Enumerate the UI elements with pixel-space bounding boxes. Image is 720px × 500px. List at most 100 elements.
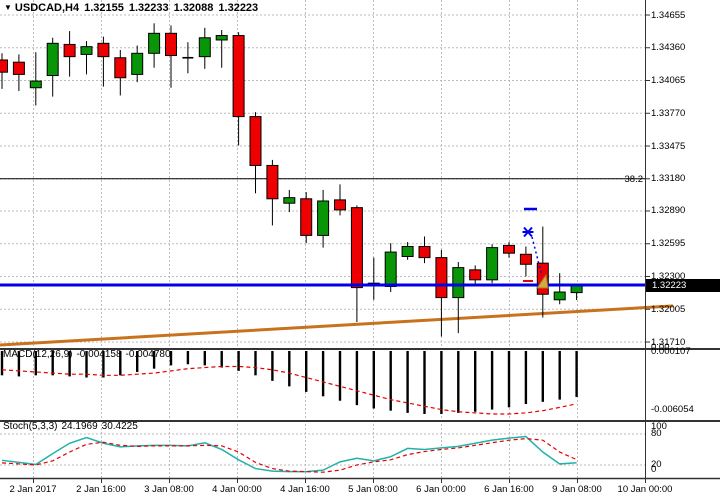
- candle-body-up: [452, 267, 465, 299]
- macd-histogram-bar: [474, 351, 477, 412]
- time-tick-label: 4 Jan 16:00: [280, 484, 330, 495]
- macd-histogram-bar: [558, 351, 561, 400]
- time-tick-label: 10 Jan 00:00: [617, 484, 673, 495]
- macd-histogram-bar: [237, 351, 240, 371]
- candle-body-down: [519, 253, 532, 265]
- macd-histogram-bar: [203, 351, 206, 366]
- macd-histogram-bar: [406, 351, 409, 413]
- macd-histogram-bar: [338, 351, 342, 401]
- price-tick-label: 1.32005: [651, 303, 686, 315]
- candle-body-up: [131, 52, 144, 75]
- macd-histogram-bar: [389, 351, 392, 411]
- ohlc-open: 1.32155: [84, 2, 124, 14]
- ohlc-low: 1.32088: [173, 2, 214, 14]
- candle-body-down: [300, 198, 313, 236]
- time-tick-label: 9 Jan 08:00: [552, 484, 602, 495]
- candle-body-down: [334, 199, 346, 211]
- macd-histogram-bar: [169, 351, 173, 366]
- macd-histogram-bar: [0, 351, 4, 376]
- macd-histogram-bar: [68, 351, 71, 377]
- stoch-indicator-label: Stoch(5,3,3) 24.1969 30.4225: [3, 421, 142, 432]
- candle-body-up: [46, 42, 59, 77]
- macd-histogram-bar: [423, 351, 426, 414]
- ohlc-high: 1.32233: [128, 2, 169, 14]
- candle-body-down: [350, 207, 363, 289]
- candle-body-down: [165, 32, 177, 57]
- candle-body-up: [283, 197, 296, 204]
- macd-histogram-bar: [136, 351, 139, 372]
- time-tick-label: 6 Jan 16:00: [484, 484, 534, 495]
- candle-body-down: [114, 57, 127, 79]
- price-tick-label: 1.33180: [651, 173, 686, 185]
- stoch-scale-label: 20: [651, 458, 662, 470]
- macd-scale-label: 0.00: [651, 341, 670, 353]
- price-tick-label: 1.34655: [651, 9, 686, 21]
- macd-histogram-bar: [440, 351, 443, 414]
- candle-body-up: [553, 291, 566, 301]
- star-marker-icon[interactable]: [523, 226, 533, 238]
- candle-body-down: [0, 59, 8, 73]
- chart-title: ▼ USDCAD,H4 1.32155 1.32233 1.32088 1.32223: [4, 2, 258, 14]
- macd-signal-value: -0.004780: [125, 349, 171, 360]
- macd-histogram-bar: [85, 351, 88, 378]
- candle-body-up: [486, 247, 499, 281]
- price-tick-label: 1.31710: [651, 336, 686, 348]
- macd-histogram-bar: [254, 351, 257, 376]
- candle-body-up: [198, 37, 211, 58]
- candle-body-up: [80, 46, 93, 55]
- macd-indicator-label: MACD(12,26,9) -0.004158 -0.004780: [3, 349, 175, 360]
- candle-body-up: [317, 200, 330, 236]
- price-tick-label: 1.34065: [651, 75, 686, 86]
- stoch-scale-label: 80: [651, 427, 662, 439]
- candle-body-down: [232, 35, 245, 118]
- stoch-name: Stoch(5,3,3): [3, 421, 58, 432]
- macd-histogram-bar: [288, 351, 291, 387]
- candle-body-down: [266, 164, 279, 200]
- stoch-main-line: [1, 435, 577, 473]
- macd-histogram-bar: [17, 351, 21, 377]
- price-tick-label: 1.32300: [651, 270, 686, 282]
- price-tick-label: 1.32595: [651, 238, 686, 250]
- blue-dotted-trend[interactable]: [531, 236, 543, 277]
- symbol-dropdown-icon[interactable]: ▼: [4, 3, 12, 12]
- macd-histogram-bar: [51, 351, 54, 376]
- macd-main-value: -0.004158: [76, 349, 122, 360]
- time-tick-label: 3 Jan 08:00: [144, 484, 194, 495]
- time-tick-label: 4 Jan 00:00: [212, 484, 262, 495]
- price-tick-label: 1.32890: [651, 205, 686, 217]
- macd-histogram-bar: [102, 351, 105, 378]
- symbol-period-label: USDCAD,H4: [14, 2, 80, 14]
- macd-histogram-bar: [321, 351, 325, 397]
- candle-body-down: [249, 116, 262, 166]
- macd-histogram-bar: [372, 351, 375, 409]
- candle-body-up: [384, 251, 397, 287]
- macd-histogram-bar: [271, 351, 274, 381]
- macd-histogram-bar: [355, 351, 359, 406]
- candle-body-down: [503, 244, 515, 254]
- stoch-main-value: 24.1969: [61, 421, 98, 432]
- candle-body-up: [29, 80, 42, 89]
- fib-382-label: 38.2: [624, 174, 644, 185]
- macd-histogram-bar: [524, 351, 528, 405]
- time-tick-label: 6 Jan 00:00: [416, 484, 466, 495]
- macd-signal-line: [1, 365, 577, 415]
- candle-body-down: [536, 262, 549, 295]
- price-tick-label: 1.34360: [651, 42, 686, 54]
- macd-histogram-bar: [305, 351, 308, 392]
- macd-histogram-bar: [186, 351, 190, 365]
- macd-histogram-bar: [119, 351, 122, 376]
- macd-scale-label: -0.006054: [651, 403, 694, 415]
- candle-body-down: [12, 61, 25, 75]
- current-price-badge: 1.32223: [646, 279, 720, 292]
- candle-body-down: [469, 269, 482, 281]
- macd-histogram-bar: [457, 351, 460, 413]
- macd-histogram-bar: [220, 351, 223, 368]
- trendline[interactable]: [0, 304, 674, 347]
- candle-body-up: [401, 246, 414, 258]
- price-tick-label: 1.33770: [651, 107, 686, 119]
- price-tick-label: 1.33475: [651, 140, 686, 152]
- yellow-triangle-marker[interactable]: [536, 273, 549, 289]
- candle-body-down: [63, 43, 76, 58]
